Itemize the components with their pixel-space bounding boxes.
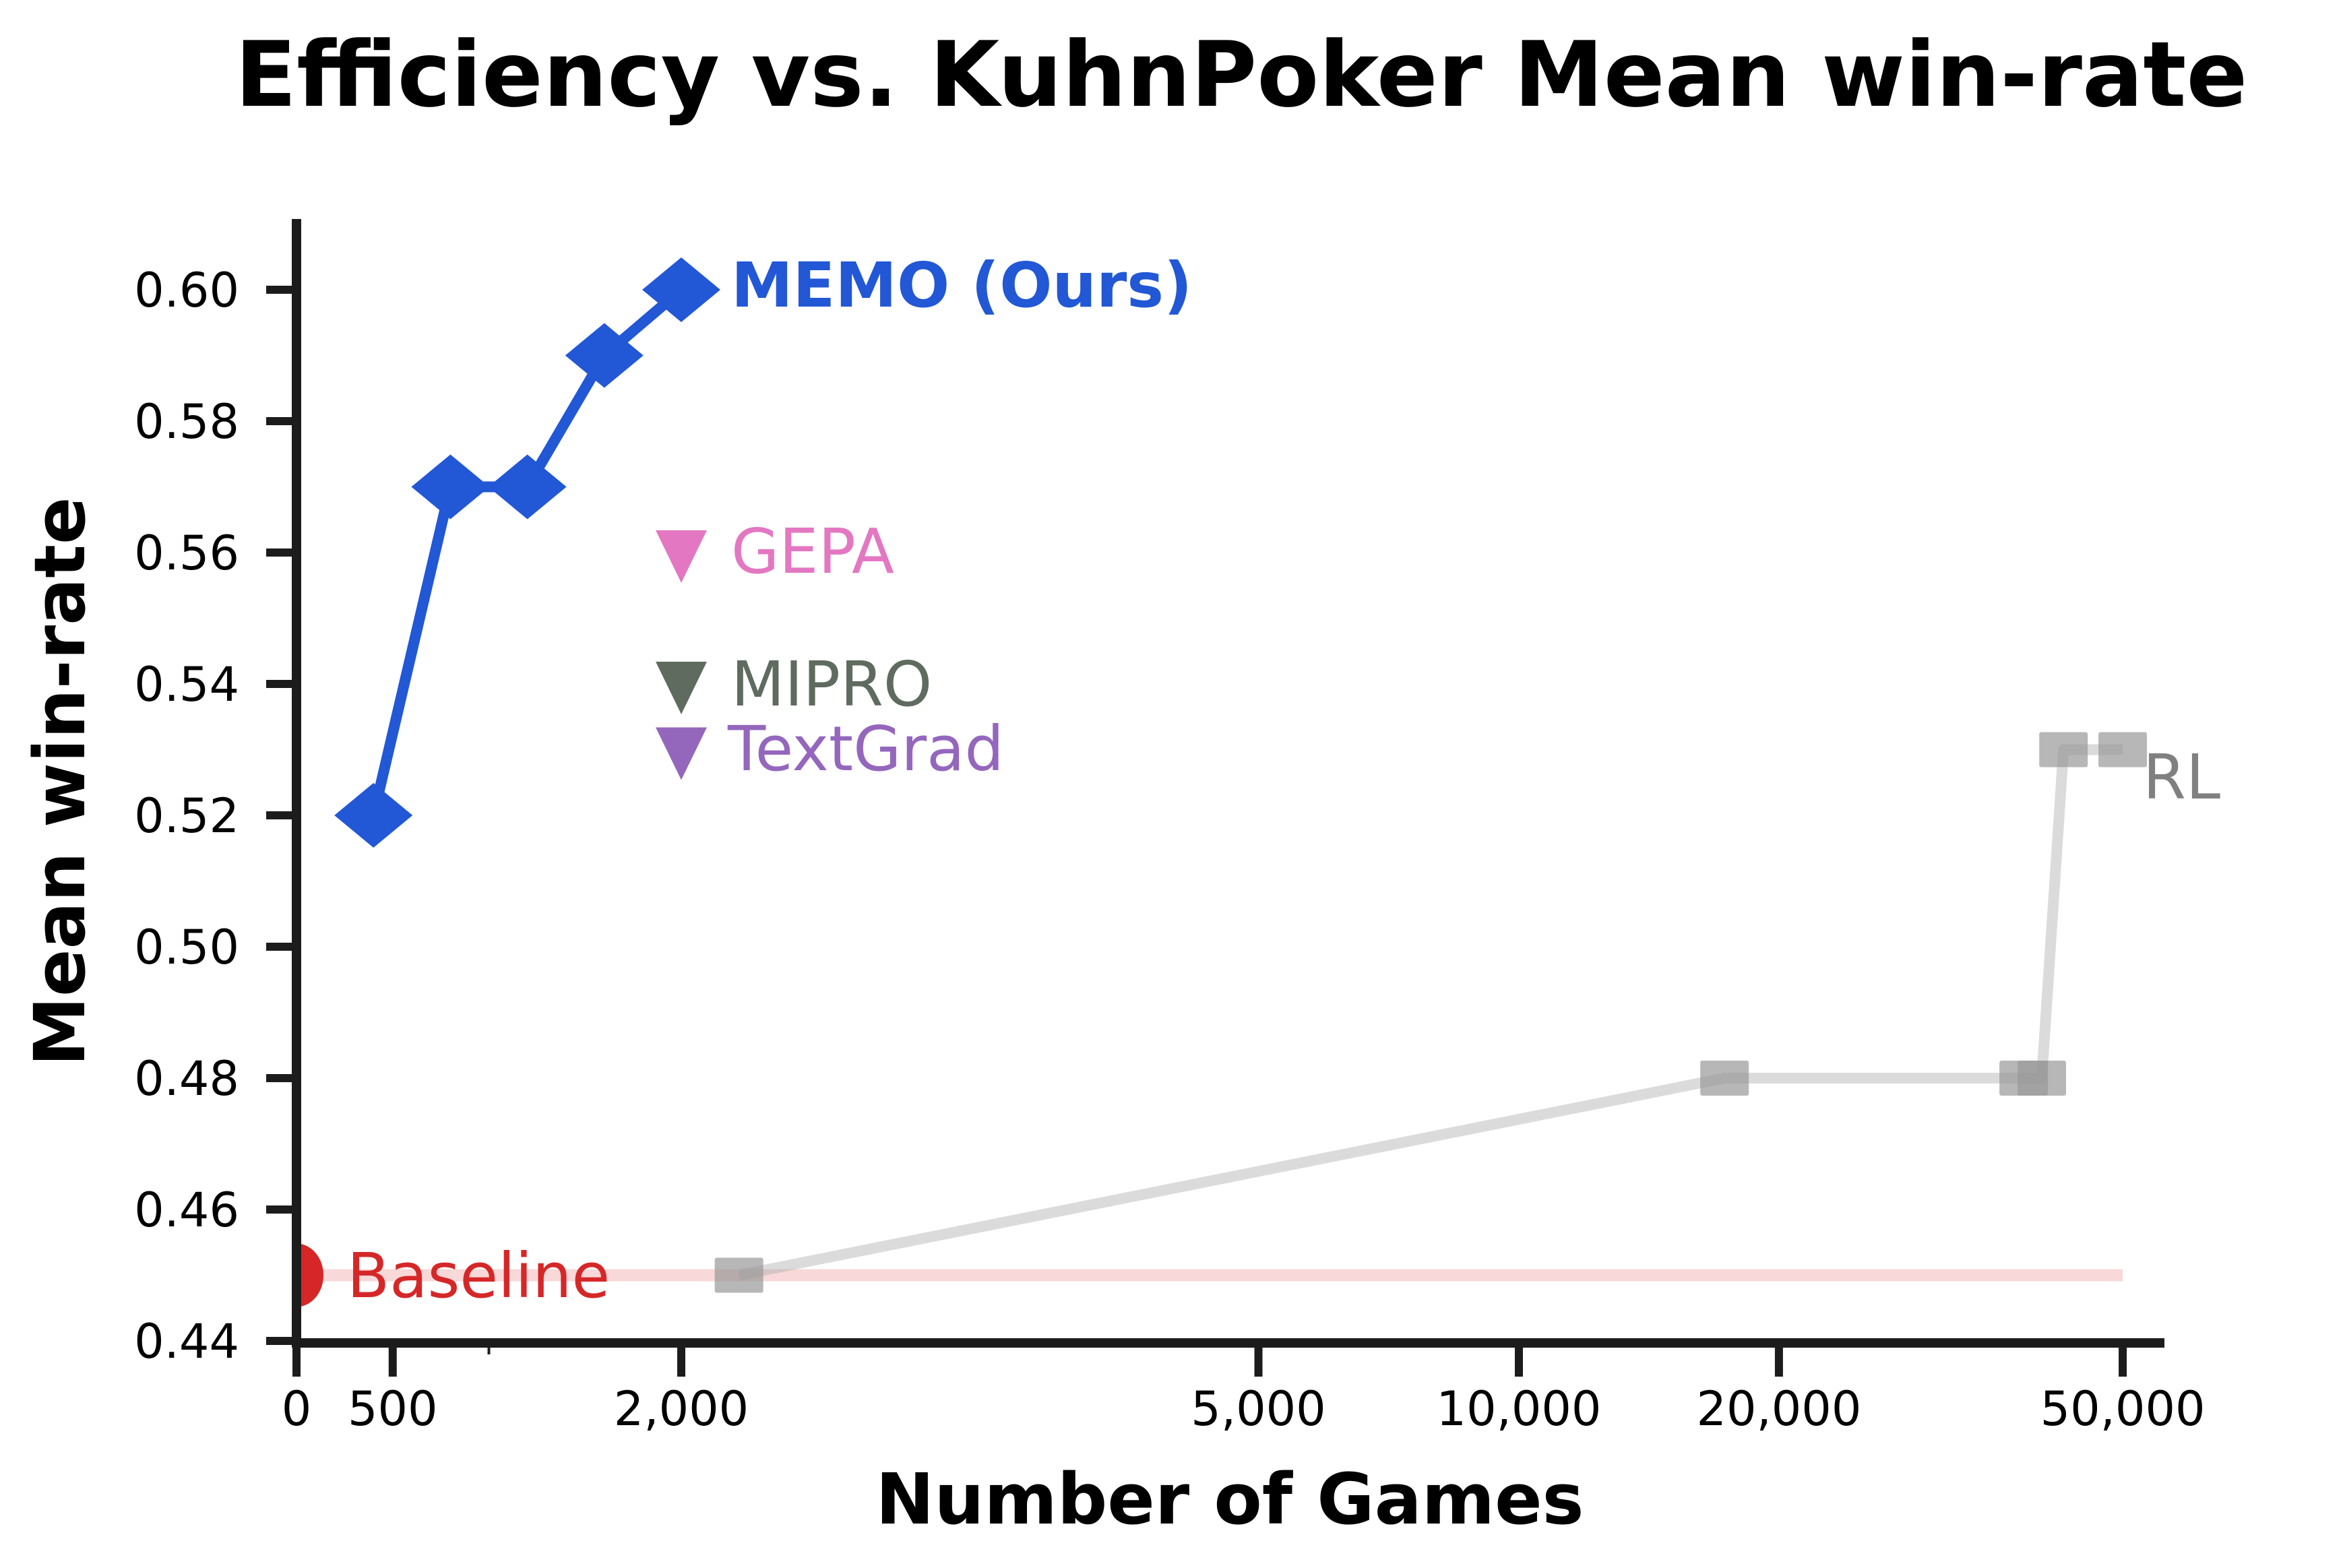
- x-tick-label: 20,000: [1696, 1381, 1861, 1437]
- y-tick-label: 0.50: [134, 920, 239, 975]
- rl-marker: [2039, 732, 2088, 767]
- mipro-marker: [656, 662, 707, 714]
- x-tick-label: 50,000: [2040, 1381, 2206, 1437]
- y-tick-label: 0.48: [134, 1051, 239, 1106]
- memo-marker: [334, 783, 413, 848]
- axes: 0.44 0.46 0.48 0.50 0.52 0.54 0.56 0.58 0.60 0 50…: [134, 219, 2206, 1437]
- baseline-marker: [296, 1243, 323, 1307]
- rl-marker: [1700, 1061, 1749, 1096]
- x-tick-label: 5,000: [1191, 1381, 1325, 1437]
- rl-marker: [2098, 732, 2148, 767]
- y-tick-label: 0.44: [134, 1314, 239, 1369]
- rl-marker: [2018, 1061, 2067, 1096]
- y-tick-label: 0.54: [134, 657, 239, 712]
- x-ticks: 0 500 2,000 5,000 10,000 20,000 50,000: [282, 1343, 2206, 1437]
- y-tick-label: 0.52: [134, 788, 239, 844]
- rl-label: RL: [2143, 741, 2220, 813]
- x-tick-label: 0: [282, 1381, 312, 1437]
- rl-line: [738, 744, 2123, 1281]
- y-tick-label: 0.60: [134, 263, 239, 318]
- memo-line: [368, 285, 685, 817]
- plot-area: [296, 257, 2148, 1307]
- rl-marker: [714, 1257, 763, 1293]
- memo-marker: [565, 323, 644, 388]
- x-tick-label: 500: [348, 1381, 438, 1437]
- y-axis-label: Mean win-rate: [19, 497, 101, 1066]
- memo-marker: [488, 454, 567, 520]
- gepa-marker: [656, 530, 707, 583]
- x-tick-label: 2,000: [614, 1381, 749, 1437]
- y-tick-label: 0.56: [134, 526, 239, 581]
- memo-marker: [411, 454, 490, 520]
- y-tick-label: 0.46: [134, 1183, 239, 1238]
- memo-marker: [642, 257, 720, 322]
- textgrad-marker: [656, 727, 707, 780]
- x-tick-label: 10,000: [1437, 1381, 1602, 1437]
- gepa-label: GEPA: [731, 515, 894, 588]
- y-tick-label: 0.58: [134, 394, 239, 449]
- textgrad-label: TextGrad: [727, 713, 1004, 785]
- mipro-label: MIPRO: [731, 648, 932, 720]
- y-ticks: 0.44 0.46 0.48 0.50 0.52 0.54 0.56 0.58 0.60: [134, 263, 296, 1369]
- baseline-label: Baseline: [347, 1240, 610, 1312]
- x-axis-label: Number of Games: [875, 1458, 1584, 1540]
- chart-title: Efficiency vs. KuhnPoker Mean win-rate: [235, 22, 2248, 127]
- memo-label: MEMO (Ours): [731, 249, 1192, 321]
